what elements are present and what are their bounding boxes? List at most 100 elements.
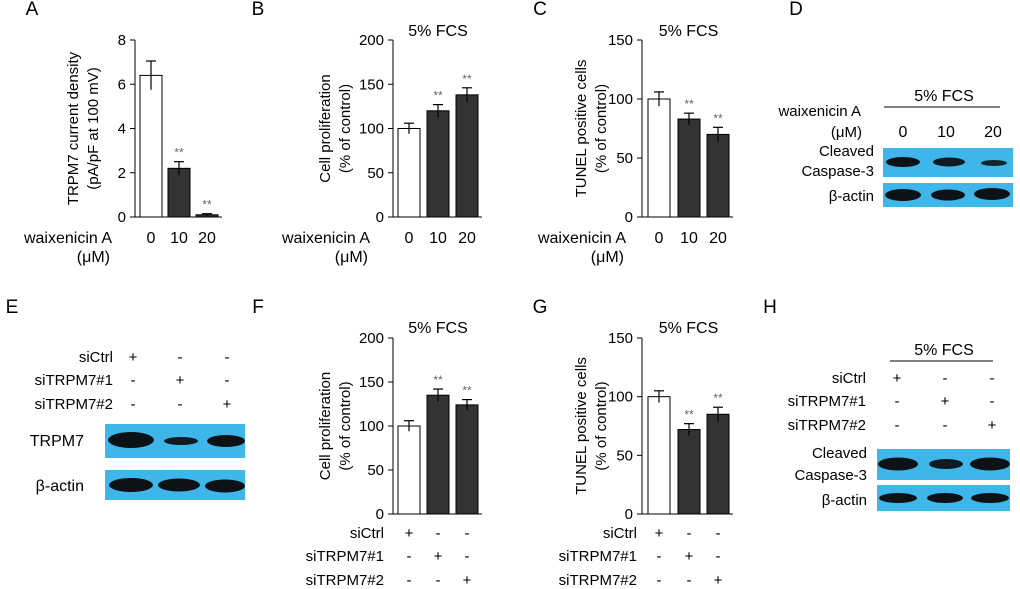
condition-mark-e: + [129,349,138,366]
condition-mark-g: - [716,525,721,542]
x-tick-label-b: 20 [458,230,476,247]
condition-mark-e: - [178,396,183,413]
condition-mark-f: + [434,548,443,565]
significance-f-3: ** [462,384,472,398]
band-e-actin-1 [109,478,153,492]
condition-mark-f: - [407,572,412,589]
bar-g-3 [706,413,730,515]
y-tick-label: 0 [118,209,126,226]
condition-mark-e: - [225,349,230,366]
band-label-d: β-actin [829,188,874,205]
significance-g-2: ** [684,408,694,422]
dose-label-d: 20 [984,124,1002,141]
panel-label-c: C [533,0,547,20]
treatment-label-d: waixenicin A [777,103,861,120]
band-d-actin-1 [885,189,921,201]
x-tick-label-c: 10 [680,230,698,247]
panel-label-g: G [533,297,548,318]
y-axis-label-c: TUNEL positive cells [573,60,590,198]
band-h-caspase-3 [970,457,1010,471]
band-e-actin-2 [158,478,200,492]
condition-mark-g: - [657,548,662,565]
category-title-c: waixenicin A [537,230,626,247]
condition-label-f: siTRPM7#2 [306,572,384,589]
condition-mark-h: - [895,417,900,434]
chart-title-b: 5% FCS [408,23,468,40]
significance-a-2: ** [174,146,184,160]
bar-b-2 [426,110,450,218]
condition-label-e: siCtrl [79,349,113,366]
condition-mark-h: - [943,417,948,434]
condition-label-g: siTRPM7#2 [559,572,637,589]
band-e-actin-3 [205,479,245,493]
band-d-caspase-2 [933,157,965,167]
y-tick-label: 100 [359,121,384,138]
unit-label-d: (μM) [831,124,862,141]
y-tick-label: 2 [118,165,126,182]
band-label-h: Cleaved [812,445,867,462]
bar-f-3 [455,404,479,515]
condition-mark-e: + [223,396,232,413]
y-tick-label: 150 [608,330,633,347]
y-tick-label: 4 [118,121,126,138]
chart-title-f: 5% FCS [408,320,468,337]
category-title-b: waixenicin A [281,230,370,247]
panel-label-e: E [6,297,19,318]
y-tick-label: 50 [367,462,384,479]
condition-label-h: siCtrl [832,370,866,387]
x-tick-label-a: 10 [170,230,188,247]
y-axis-label-g: TUNEL positive cells [573,357,590,495]
panel-g: G 5% FCS 0 50 100 150 TUNEL positive cells (% o… [533,297,733,589]
y-tick-label: 50 [616,447,633,464]
condition-mark-g: - [687,572,692,589]
panel-a: A 0 2 4 6 8 TRPM7 current density (pA/pF at 100… [23,0,222,266]
panel-label-a: A [26,0,39,20]
band-label-d: Caspase-3 [801,163,874,180]
condition-label-e: siTRPM7#1 [35,372,113,389]
panel-label-b: B [252,0,265,20]
condition-mark-h: - [895,393,900,410]
y-axis-label-g: (% of control) [593,381,610,470]
y-tick-label: 6 [118,76,126,93]
x-tick-label-a: 20 [198,230,216,247]
band-h-actin-1 [879,493,917,503]
y-tick-label: 0 [376,506,384,523]
band-label-e: β-actin [36,478,84,495]
condition-label-f: siTRPM7#1 [306,548,384,565]
significance-f-2: ** [433,373,443,387]
significance-g-3: ** [713,391,723,405]
condition-mark-h: + [941,393,950,410]
band-label-d: Cleaved [819,143,874,160]
condition-mark-h: - [990,370,995,387]
bar-b-3 [455,94,479,218]
chart-title-c: 5% FCS [659,23,719,40]
significance-c-3: ** [713,111,723,125]
y-tick-label: 50 [616,150,633,167]
x-tick-label-b: 10 [429,230,447,247]
band-h-caspase-2 [929,459,963,469]
band-h-actin-3 [971,493,1009,503]
condition-mark-h: - [990,393,995,410]
condition-mark-e: - [178,349,183,366]
significance-c-2: ** [684,97,694,111]
bar-f-1 [397,425,421,515]
y-tick-label: 150 [359,76,384,93]
condition-mark-h: - [943,370,948,387]
condition-mark-e: - [131,372,136,389]
y-tick-label: 100 [359,418,384,435]
y-axis-label-b: Cell proliferation [317,74,334,182]
category-unit-a: (μM) [77,249,110,266]
bar-a-1 [139,74,163,218]
band-label-h: Caspase-3 [794,467,867,484]
condition-label-f: siCtrl [350,525,384,542]
panel-label-d: D [789,0,803,20]
bar-a-2 [167,167,191,218]
condition-label-g: siCtrl [603,525,637,542]
significance-b-3: ** [462,72,472,86]
bar-b-1 [397,128,421,218]
y-tick-label: 150 [608,32,633,49]
band-d-actin-2 [931,189,965,201]
